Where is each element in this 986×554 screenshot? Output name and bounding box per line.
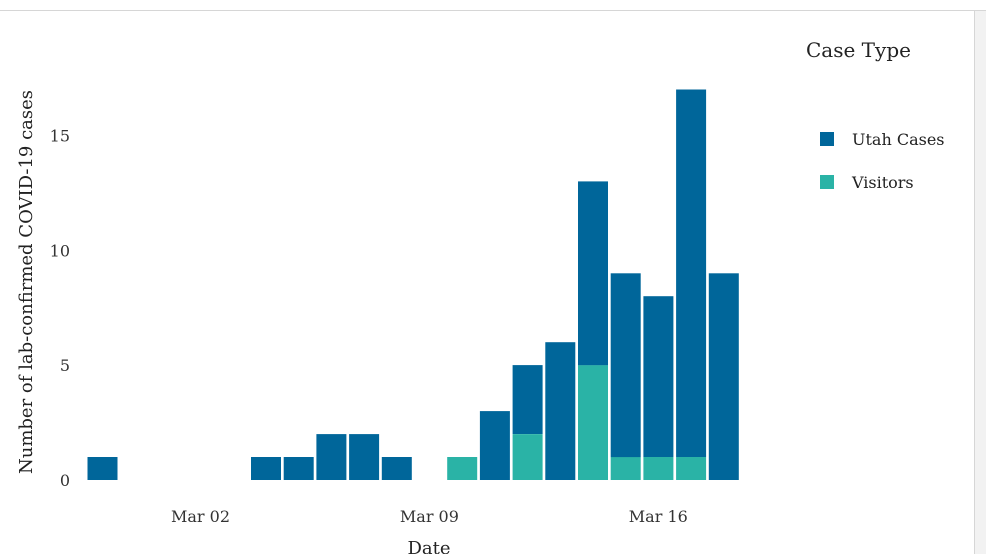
bar-utah-cases-2020-03-17 [676,89,707,457]
bars-group [87,89,739,480]
bar-utah-cases-2020-03-14 [578,181,608,366]
bar-visitors-2020-03-17 [676,457,707,480]
legend-swatch-utah-cases [820,132,834,146]
x-axis-title: Date [407,538,450,554]
y-tick-label: 0 [60,471,70,490]
bar-utah-cases-2020-03-12 [512,365,543,434]
bar-utah-cases-2020-03-05 [283,457,314,480]
bar-utah-cases-2020-03-07 [349,434,380,480]
page-header-strip [0,0,986,11]
legend-label-utah-cases: Utah Cases [852,130,945,149]
legend-swatch-visitors [820,175,834,189]
y-tick-label: 5 [60,356,70,375]
bar-visitors-2020-03-16 [643,457,674,480]
bar-utah-cases-2020-03-08 [381,457,412,480]
legend-label-visitors: Visitors [851,173,914,192]
x-tick-label: Mar 09 [400,507,459,526]
bar-visitors-2020-03-15 [610,457,641,480]
bar-utah-cases-2020-03-18 [708,273,739,480]
bar-utah-cases-2020-03-16 [643,296,674,457]
bar-utah-cases-2020-03-11 [479,411,510,480]
bar-utah-cases-2020-03-13 [545,342,576,480]
x-tick-label: Mar 02 [171,507,230,526]
x-tick-label: Mar 16 [629,507,688,526]
y-ticks-group: 0 5 10 15 [50,126,70,490]
bar-utah-cases-2020-03-15 [610,273,641,458]
bar-utah-cases-2020-03-06 [316,434,347,480]
y-tick-label: 10 [50,241,70,260]
bar-visitors-2020-03-12 [512,434,543,480]
y-tick-label: 15 [50,126,70,145]
legend-title: Case Type [806,38,911,62]
bar-utah-cases-2020-02-28 [87,457,118,480]
y-axis-title: Number of lab-confirmed COVID-19 cases [16,90,37,474]
x-ticks-group: Mar 02 Mar 09 Mar 16 [171,507,688,526]
bar-utah-cases-2020-03-04 [251,457,281,480]
bar-visitors-2020-03-14 [578,365,608,480]
bar-visitors-2020-03-10 [447,457,478,480]
legend: Case Type Utah Cases Visitors [806,38,945,192]
